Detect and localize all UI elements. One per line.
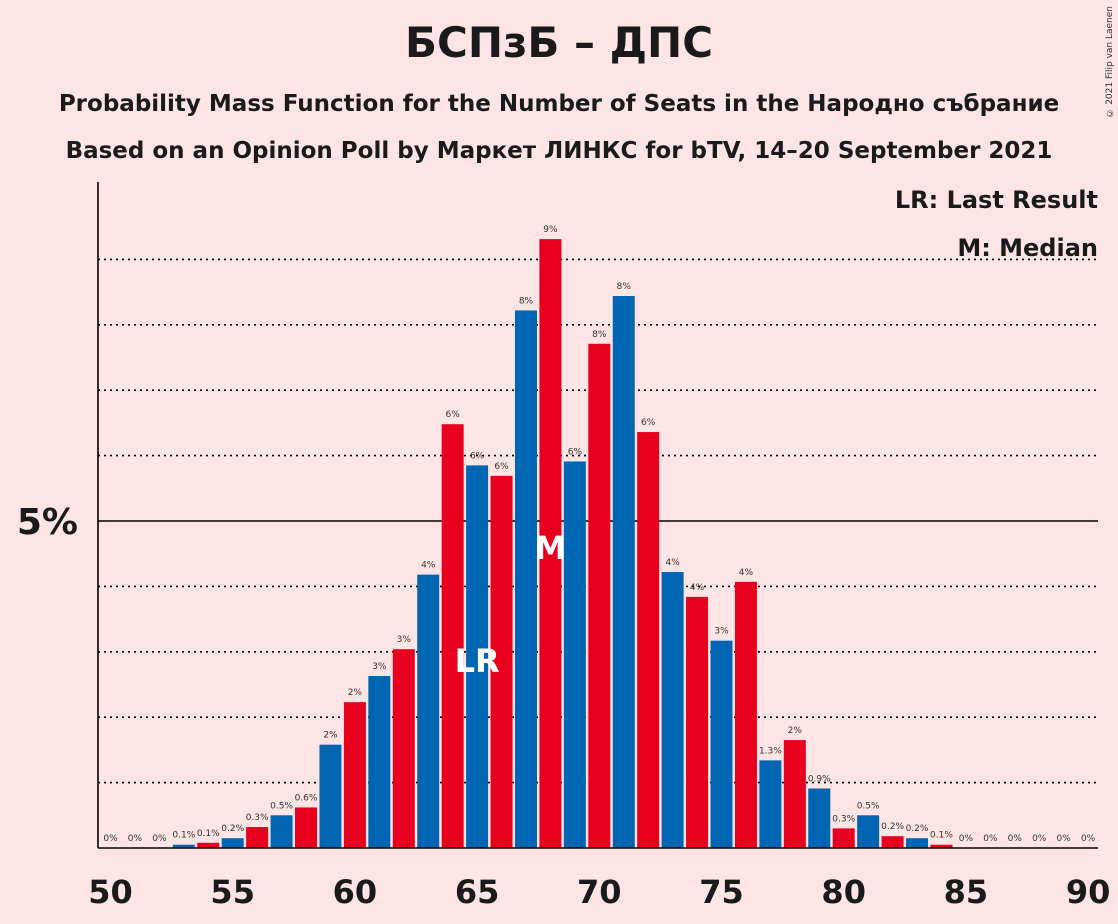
bar-seat-56 [246, 827, 269, 848]
data-label-seat-86: 0% [983, 834, 998, 844]
data-label-seat-77: 1.3% [759, 746, 782, 756]
data-label-seat-80: 0.3% [832, 814, 855, 824]
bar-seat-83 [906, 838, 929, 848]
bar-seat-62 [392, 649, 415, 848]
data-label-seat-67: 8% [519, 296, 534, 306]
bar-seat-81 [857, 815, 880, 848]
bar-seat-64 [441, 424, 464, 848]
data-label-seat-75: 3% [714, 627, 729, 637]
bar-seat-60 [343, 702, 366, 848]
data-label-seat-84: 0.1% [930, 831, 953, 841]
x-tick-label-75: 75 [699, 873, 744, 911]
data-label-seat-85: 0% [959, 834, 974, 844]
data-label-seat-53: 0.1% [172, 831, 195, 841]
median-marker: M [534, 529, 566, 567]
data-label-seat-74: 4% [690, 583, 705, 593]
x-tick-label-50: 50 [88, 873, 133, 911]
data-label-seat-71: 8% [617, 282, 632, 292]
data-label-seat-72: 6% [641, 418, 656, 428]
bar-seat-73 [661, 572, 684, 848]
data-label-seat-83: 0.2% [906, 824, 929, 834]
data-label-seat-60: 2% [348, 688, 363, 698]
bar-seat-80 [832, 828, 855, 848]
x-tick-label-65: 65 [455, 873, 500, 911]
last-result-marker: LR [455, 642, 500, 680]
data-label-seat-73: 4% [665, 558, 680, 568]
chart-subtitle-poll: Based on an Opinion Poll by Маркет ЛИНКС… [65, 138, 1053, 164]
bar-seat-58 [295, 807, 318, 848]
data-label-seat-82: 0.2% [881, 822, 904, 832]
data-label-seat-55: 0.2% [221, 824, 244, 834]
bar-seat-76 [734, 581, 757, 848]
legend-last-result: LR: Last Result [894, 186, 1098, 214]
data-label-seat-59: 2% [323, 731, 338, 741]
bar-seat-55 [221, 838, 244, 848]
bar-seat-82 [881, 836, 904, 848]
data-label-seat-57: 0.5% [270, 801, 293, 811]
y-tick-label: 5% [17, 502, 78, 543]
x-tick-label-90: 90 [1066, 873, 1111, 911]
x-tick-label-60: 60 [333, 873, 378, 911]
data-label-seat-58: 0.6% [295, 793, 318, 803]
data-label-seat-50: 0% [103, 834, 118, 844]
data-label-seat-51: 0% [128, 834, 143, 844]
data-label-seat-69: 6% [568, 447, 583, 457]
bar-seat-84 [930, 844, 953, 848]
bar-seat-79 [808, 788, 831, 848]
bar-seat-53 [172, 844, 195, 848]
bar-seat-78 [783, 740, 806, 848]
data-label-seat-52: 0% [152, 834, 167, 844]
bar-seat-74 [686, 596, 709, 848]
data-label-seat-56: 0.3% [246, 813, 269, 823]
data-label-seat-89: 0% [1057, 834, 1072, 844]
chart-title: БСПзБ – ДПС [404, 18, 714, 67]
bar-seat-67 [514, 310, 537, 848]
bar-seat-65 [466, 465, 489, 848]
bar-seat-72 [637, 432, 660, 848]
bar-seat-59 [319, 744, 342, 848]
bar-seat-66 [490, 475, 513, 848]
x-tick-label-80: 80 [821, 873, 866, 911]
bar-seat-70 [588, 343, 611, 848]
bar-seat-57 [270, 815, 293, 848]
data-label-seat-70: 8% [592, 330, 607, 340]
data-label-seat-78: 2% [788, 726, 803, 736]
bar-seat-75 [710, 640, 733, 848]
data-label-seat-61: 3% [372, 662, 387, 672]
chart-subtitle: Probability Mass Function for the Number… [58, 91, 1060, 117]
data-label-seat-87: 0% [1008, 834, 1023, 844]
data-label-seat-90: 0% [1081, 834, 1096, 844]
data-label-seat-63: 4% [421, 561, 436, 571]
x-tick-label-55: 55 [210, 873, 255, 911]
data-label-seat-54: 0.1% [197, 829, 220, 839]
bar-seat-61 [368, 675, 391, 848]
data-label-seat-88: 0% [1032, 834, 1047, 844]
data-label-seat-66: 6% [494, 462, 509, 472]
data-label-seat-76: 4% [739, 568, 754, 578]
bar-seat-68 [539, 239, 562, 849]
data-label-seat-65: 6% [470, 451, 485, 461]
data-label-seat-68: 9% [543, 225, 558, 235]
data-label-seat-79: 0.9% [808, 774, 831, 784]
data-label-seat-81: 0.5% [857, 801, 880, 811]
x-tick-label-85: 85 [944, 873, 989, 911]
x-tick-label-70: 70 [577, 873, 622, 911]
bar-seat-69 [563, 461, 586, 848]
data-label-seat-62: 3% [397, 635, 412, 645]
bar-seat-71 [612, 296, 635, 848]
legend-median: M: Median [957, 234, 1098, 262]
data-label-seat-64: 6% [446, 410, 461, 420]
bar-seat-63 [417, 574, 440, 848]
bar-seat-77 [759, 760, 782, 848]
bar-seat-54 [197, 842, 220, 848]
